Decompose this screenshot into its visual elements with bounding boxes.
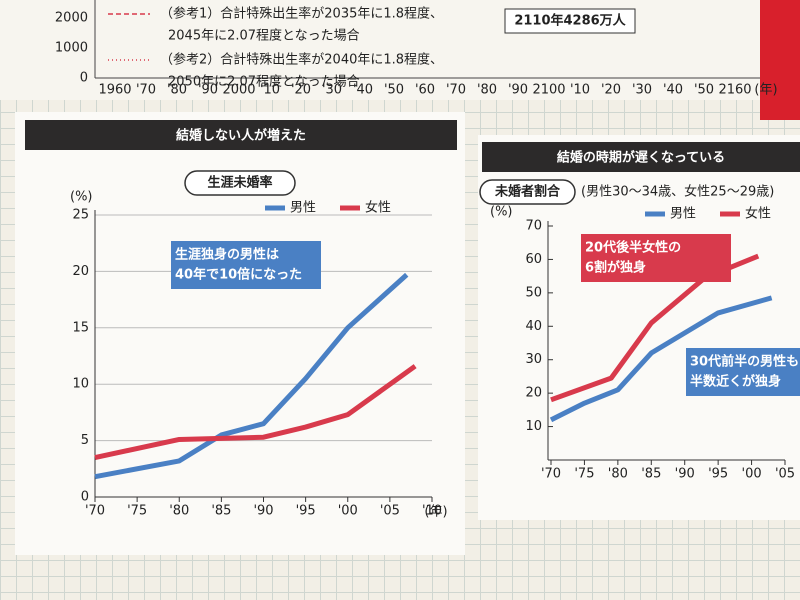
y-tick-label: 25 — [72, 208, 89, 223]
annotation-box — [504, 8, 636, 34]
red-edge — [760, 0, 800, 120]
y-tick-label: 0 — [80, 71, 88, 86]
annotation-box — [171, 241, 321, 289]
title-bar — [25, 120, 457, 150]
y-tick-label: 10 — [72, 377, 89, 392]
x-tick-label: '95 — [708, 467, 728, 482]
x-tick-label: '00 — [338, 504, 358, 519]
annotation: 生涯独身の男性は — [175, 247, 279, 263]
y-tick-label: 2000 — [55, 11, 88, 26]
x-tick-label: '75 — [574, 467, 594, 482]
x-tick-label: '80 — [169, 504, 189, 519]
annotation: 20代後半女性の — [585, 240, 681, 256]
y-tick-label: 15 — [72, 320, 89, 335]
x-tick-label: 2000 — [222, 83, 255, 98]
legend-label: 男性 — [670, 207, 696, 222]
y-tick-label: 20 — [72, 264, 89, 279]
x-tick-label: '85 — [211, 504, 231, 519]
x-tick-label: '70 — [136, 83, 156, 98]
y-tick-label: 50 — [525, 285, 542, 300]
x-tick-label: '90 — [198, 83, 218, 98]
annotation: 半数近くが独身 — [690, 374, 781, 390]
x-tick-label: '50 — [384, 83, 404, 98]
x-tick-label: '95 — [296, 504, 316, 519]
x-tick-label: '85 — [641, 467, 661, 482]
y-tick-label: 70 — [525, 219, 542, 234]
x-tick-label: 1960 — [98, 83, 131, 98]
x-tick-label: '80 — [477, 83, 497, 98]
x-tick-label: '50 — [694, 83, 714, 98]
subtitle-box — [479, 179, 576, 205]
subtitle-box — [184, 170, 296, 196]
x-tick-label: (年) — [754, 83, 777, 98]
x-tick-label: '70 — [85, 504, 105, 519]
chart-title: 結婚しない人が増えた — [176, 128, 306, 144]
y-tick-label: 10 — [525, 419, 542, 434]
legend-text: （参考1）合計特殊出生率が2035年に1.8程度、 — [160, 6, 443, 22]
x-tick-label: '10 — [422, 504, 442, 519]
x-tick-label: '90 — [508, 83, 528, 98]
chart-title: 結婚の時期が遅くなっている — [557, 150, 725, 166]
legend-text: 2045年に2.07程度となった場合 — [168, 28, 360, 44]
x-tick-label: '20 — [601, 83, 621, 98]
legend-label: 女性 — [365, 200, 391, 216]
annotation: 6割が独身 — [585, 260, 646, 276]
series-line — [549, 295, 773, 423]
x-tick-label: '75 — [127, 504, 147, 519]
y-axis-label: (%) — [70, 190, 93, 205]
x-tick-label: '80 — [608, 467, 628, 482]
x-tick-label: '00 — [742, 467, 762, 482]
x-tick-label: '70 — [446, 83, 466, 98]
x-tick-label: '10 — [570, 83, 590, 98]
y-tick-label: 5 — [81, 433, 89, 448]
legend-label: 男性 — [290, 201, 316, 216]
legend-label: 女性 — [745, 206, 771, 222]
y-tick-label: 0 — [81, 490, 89, 505]
x-tick-label: '40 — [353, 83, 373, 98]
x-axis-label: (年) — [424, 505, 447, 520]
legend-text: 2050年に2.07程度となった場合 — [168, 74, 360, 90]
x-tick-label: '30 — [322, 83, 342, 98]
x-tick-label: '20 — [291, 83, 311, 98]
top-panel — [0, 0, 800, 100]
x-tick-label: '80 — [167, 83, 187, 98]
x-tick-label: '90 — [675, 467, 695, 482]
x-tick-label: '10 — [260, 83, 280, 98]
annotation: 30代前半の男性も — [690, 354, 799, 370]
series-line — [94, 272, 409, 480]
x-tick-label: '05 — [380, 504, 400, 519]
y-tick-label: 20 — [525, 386, 542, 401]
title-bar — [482, 142, 800, 172]
note: (男性30～34歳、女性25～29歳) — [581, 184, 774, 200]
legend-text: （参考2）合計特殊出生率が2040年に1.8程度、 — [160, 52, 443, 68]
subtitle: 生涯未婚率 — [207, 175, 272, 191]
y-axis-label: (%) — [490, 205, 513, 220]
y-tick-label: 30 — [525, 352, 542, 367]
x-tick-label: '05 — [775, 467, 795, 482]
x-tick-label: '60 — [415, 83, 435, 98]
x-tick-label: '40 — [663, 83, 683, 98]
x-tick-label: '90 — [253, 504, 273, 519]
y-tick-label: 1000 — [55, 41, 88, 56]
y-tick-label: 40 — [525, 319, 542, 334]
annotation: 40年で10倍になった — [175, 267, 302, 283]
series-line — [94, 364, 417, 460]
x-tick-label: 2100 — [532, 83, 565, 98]
x-tick-label: 2160 — [718, 83, 751, 98]
annotation-box — [686, 348, 800, 396]
x-tick-label: '70 — [541, 467, 561, 482]
x-tick-label: '30 — [632, 83, 652, 98]
annotation-box — [581, 234, 731, 282]
y-tick-label: 60 — [525, 252, 542, 267]
annotation: 2110年4286万人 — [514, 13, 626, 29]
subtitle: 未婚者割合 — [494, 184, 561, 200]
